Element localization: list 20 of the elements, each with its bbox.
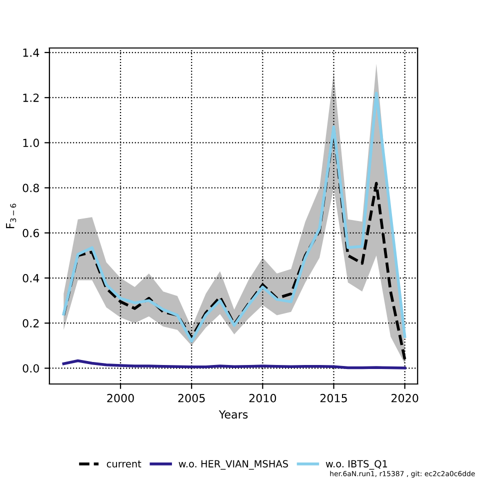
y-tick-label: 1.2 — [23, 94, 39, 102]
x-tick-label: 2015 — [320, 394, 347, 402]
legend-label: w.o. HER_VIAN_MSHAS — [178, 460, 288, 470]
y-tick-label: 0.4 — [22, 274, 40, 282]
y-tick-label: 1.4 — [23, 48, 40, 57]
y-tick-label: 0.0 — [22, 364, 39, 373]
y-tick-label: 0.8 — [22, 184, 39, 192]
y-axis-title: F$_{3−6}$ — [6, 204, 16, 228]
line-series — [62, 359, 406, 370]
y-tick-label: 0.2 — [22, 319, 39, 328]
y-tick-label: 0.6 — [22, 228, 40, 238]
x-tick-label: 2010 — [249, 394, 276, 402]
y-tick-label: 1.0 — [23, 138, 39, 148]
legend-label: w.o. IBTS_Q1 — [326, 460, 388, 470]
x-tick-label: 2000 — [107, 394, 134, 402]
x-tick-label: 2020 — [391, 394, 418, 402]
x-axis-title: Years — [218, 410, 248, 419]
x-tick-label: 2005 — [178, 394, 205, 402]
legend-label: current — [106, 460, 142, 468]
line-series — [62, 92, 406, 343]
